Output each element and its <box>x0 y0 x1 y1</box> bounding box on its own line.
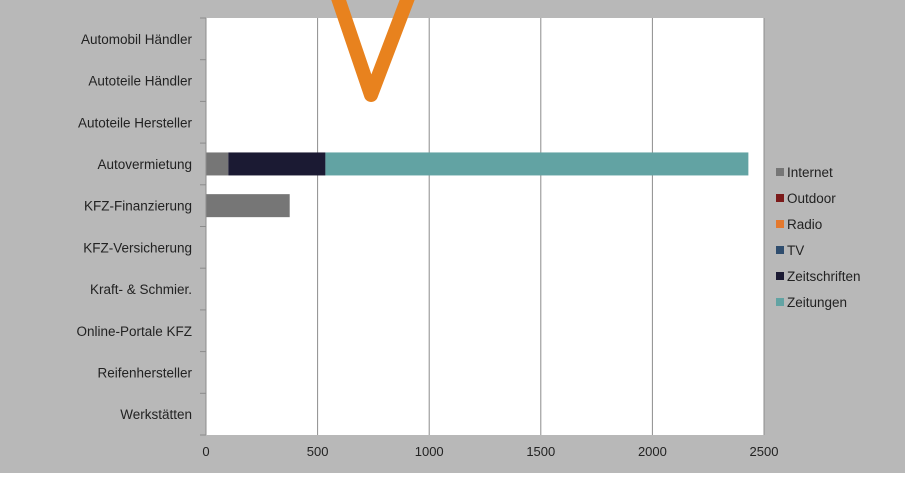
legend-label: Internet <box>787 165 833 180</box>
legend-label: Zeitschriften <box>787 269 861 284</box>
category-label: Werkstätten <box>120 407 192 422</box>
category-label: Online-Portale KFZ <box>76 324 192 339</box>
x-tick-labels: 0 500 1000 1500 2000 2500 <box>202 444 778 459</box>
legend-swatch <box>776 194 784 202</box>
category-label: Autovermietung <box>97 157 192 172</box>
bar-segment <box>206 194 290 218</box>
legend-swatch <box>776 220 784 228</box>
legend-label: Outdoor <box>787 191 836 206</box>
bar-segment <box>206 152 229 176</box>
category-label: KFZ-Versicherung <box>83 240 192 255</box>
x-tick-label: 0 <box>202 444 209 459</box>
category-label: KFZ-Finanzierung <box>84 199 192 214</box>
category-label: Kraft- & Schmier. <box>90 282 192 297</box>
category-labels: Automobil Händler Autoteile Händler Autote… <box>76 32 192 422</box>
plot-area <box>206 18 764 435</box>
legend-swatch <box>776 298 784 306</box>
gridlines <box>317 18 765 435</box>
axes <box>200 17 207 436</box>
legend-swatch <box>776 272 784 280</box>
chevron-down-icon <box>331 0 415 102</box>
legend-label: TV <box>787 243 804 258</box>
category-label: Automobil Händler <box>81 32 193 47</box>
x-tick-label: 2500 <box>750 444 779 459</box>
legend: Internet Outdoor Radio TV Zeitschriften Zeitu… <box>776 165 861 310</box>
category-label: Autoteile Händler <box>88 74 192 89</box>
legend-swatch <box>776 168 784 176</box>
x-tick-label: 1500 <box>526 444 555 459</box>
x-tick-label: 2000 <box>638 444 667 459</box>
legend-swatch <box>776 246 784 254</box>
category-label: Autoteile Hersteller <box>78 115 193 130</box>
x-tick-label: 1000 <box>415 444 444 459</box>
legend-label: Zeitungen <box>787 295 847 310</box>
bar-segment <box>325 152 749 176</box>
legend-label: Radio <box>787 217 822 232</box>
bar-segment <box>228 152 326 176</box>
bars <box>206 152 749 218</box>
x-tick-label: 500 <box>307 444 329 459</box>
category-label: Reifenhersteller <box>97 365 192 380</box>
